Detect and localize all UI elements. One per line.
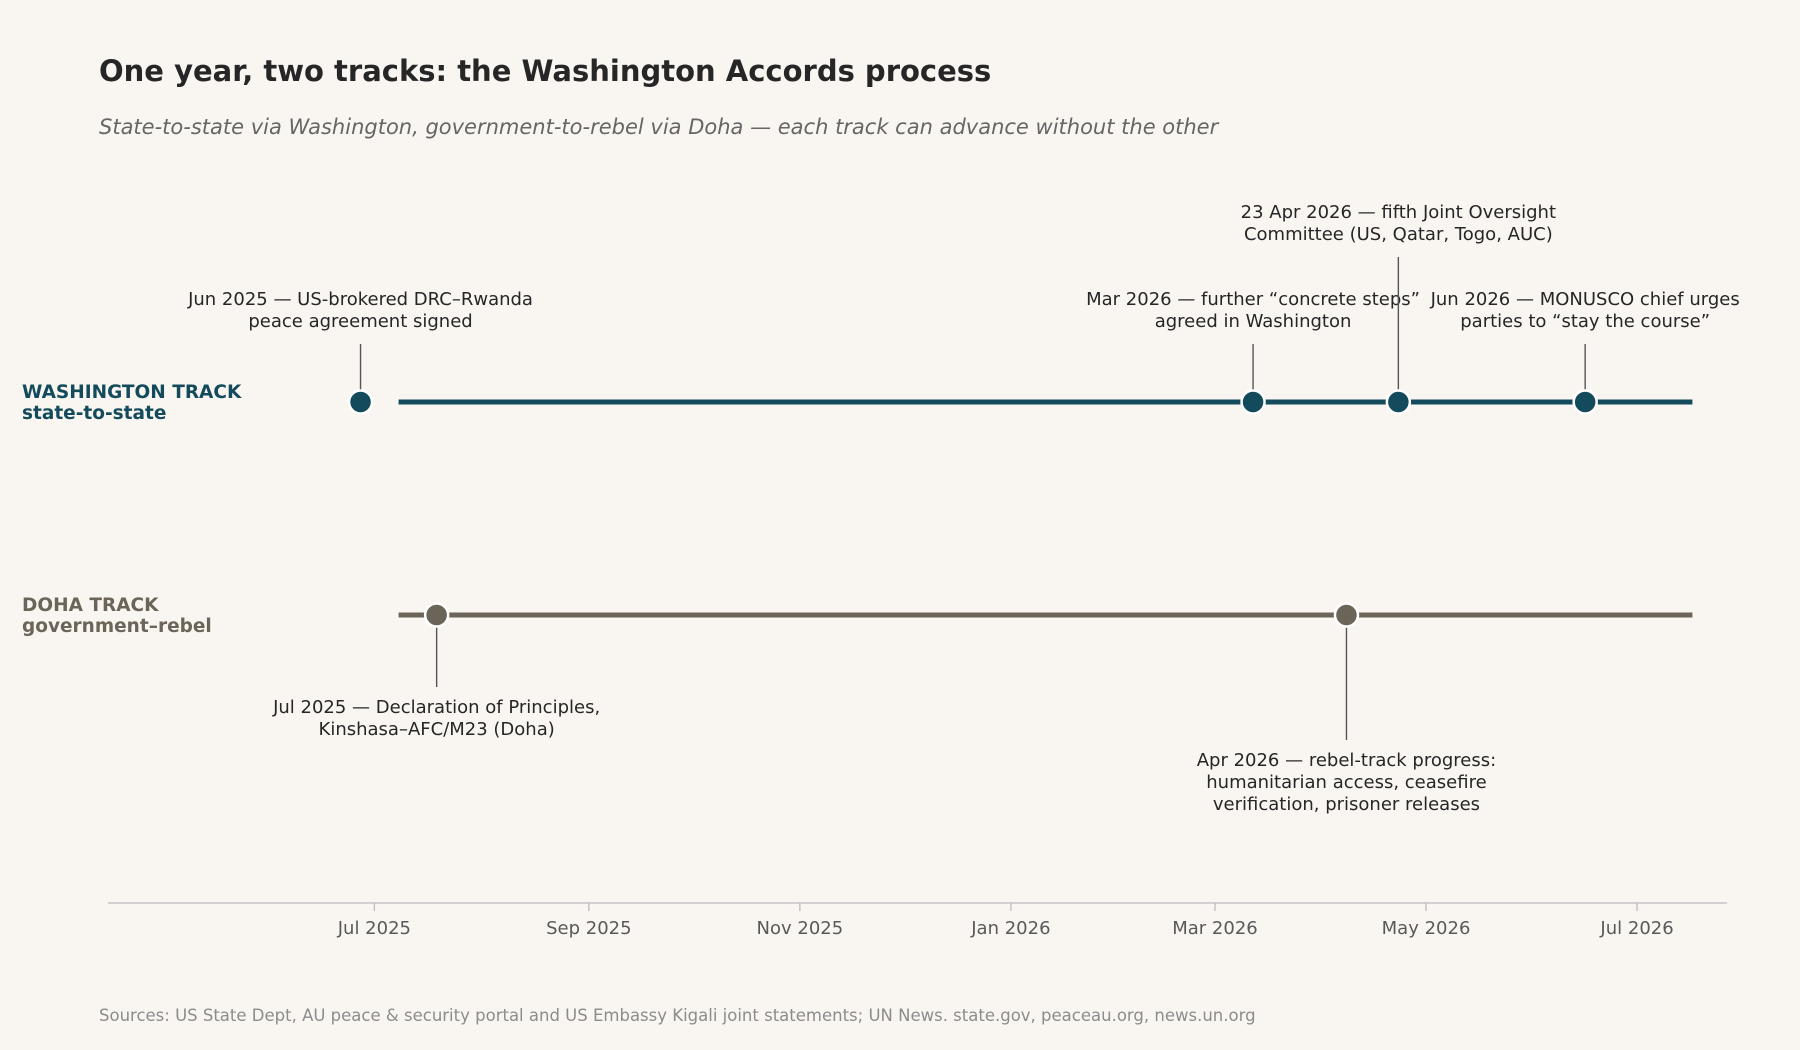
- x-tick-label: May 2026: [1382, 918, 1471, 939]
- x-tick-label: Nov 2025: [757, 918, 844, 939]
- event-marker: [347, 389, 374, 415]
- event-marker: [423, 602, 450, 628]
- track-subtitle: state-to-state: [22, 403, 166, 424]
- event-label: agreed in Washington: [1155, 311, 1352, 332]
- event-label: 23 Apr 2026 — fifth Joint Oversight: [1241, 202, 1556, 223]
- chart-title: One year, two tracks: the Washington Acc…: [99, 54, 991, 88]
- event-label: Apr 2026 — rebel-track progress:: [1197, 750, 1497, 771]
- event-label: Mar 2026 — further “concrete steps”: [1086, 289, 1420, 310]
- event-label: Committee (US, Qatar, Togo, AUC): [1244, 224, 1553, 245]
- source-note: Sources: US State Dept, AU peace & secur…: [99, 1006, 1256, 1025]
- event-label: Jul 2025 — Declaration of Principles,: [272, 697, 600, 718]
- chart-subtitle: State-to-state via Washington, governmen…: [99, 115, 1220, 139]
- x-tick-label: Jan 2026: [970, 918, 1050, 939]
- event-label: verification, prisoner releases: [1213, 794, 1480, 815]
- event-marker: [1333, 602, 1360, 628]
- x-tick-label: Jul 2025: [337, 918, 411, 939]
- event-label: humanitarian access, ceasefire: [1206, 772, 1486, 793]
- x-tick-label: Sep 2025: [546, 918, 631, 939]
- x-tick-label: Mar 2026: [1172, 918, 1258, 939]
- event-label: parties to “stay the course”: [1460, 311, 1710, 332]
- event-label: peace agreement signed: [248, 311, 472, 332]
- track-subtitle: government–rebel: [22, 616, 212, 637]
- event-marker: [1572, 389, 1598, 415]
- x-tick-label: Jul 2026: [1599, 918, 1673, 939]
- event-marker: [1385, 389, 1412, 415]
- event-label: Jun 2026 — MONUSCO chief urges: [1430, 289, 1740, 310]
- track-name: WASHINGTON TRACK: [22, 382, 242, 403]
- x-axis-ticks: Jul 2025 Sep 2025 Nov 2025 Jan 2026 Mar 2026…: [337, 903, 1674, 939]
- event-marker: [1240, 389, 1266, 415]
- event-label: Kinshasa–AFC/M23 (Doha): [319, 719, 555, 740]
- event-label: Jun 2025 — US-brokered DRC–Rwanda: [187, 289, 533, 310]
- track-name: DOHA TRACK: [22, 595, 159, 616]
